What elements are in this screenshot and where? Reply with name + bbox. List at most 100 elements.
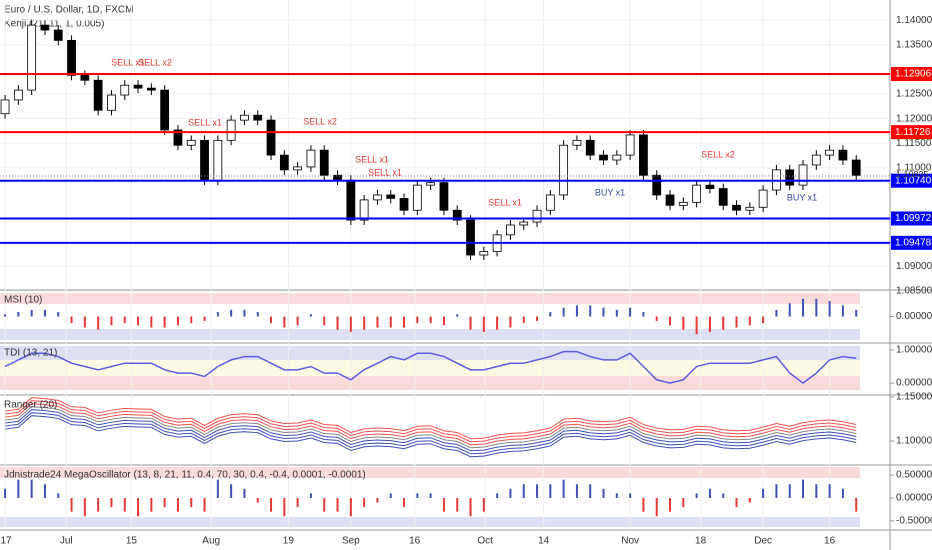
histogram-bar — [4, 488, 7, 498]
ranger-line — [4, 403, 857, 446]
histogram-bar — [815, 484, 818, 498]
candle-body — [758, 189, 768, 208]
histogram-bar — [163, 316, 166, 328]
candle-body — [599, 154, 608, 161]
histogram-bar — [469, 316, 472, 330]
histogram-bar — [110, 497, 113, 508]
x-tick-label: 16 — [409, 536, 421, 547]
histogram-bar — [70, 497, 73, 512]
ranger-line — [4, 397, 857, 440]
histogram-bar — [216, 479, 219, 498]
histogram-bar — [57, 493, 60, 498]
y-tick-label: 1.13500 — [896, 39, 932, 50]
y-tick-label: 0.00000 — [896, 378, 932, 389]
histogram-bar — [376, 316, 379, 328]
candle-body — [213, 139, 223, 181]
histogram-bar — [828, 301, 831, 317]
histogram-bar — [629, 493, 632, 498]
histogram-bar — [30, 479, 33, 498]
candle-body — [146, 87, 156, 91]
histogram-bar — [695, 316, 698, 335]
histogram-bar — [176, 316, 179, 326]
histogram-bar — [270, 316, 273, 324]
candle-body — [359, 199, 369, 221]
candle-body — [652, 174, 662, 196]
candle-body — [559, 144, 569, 196]
level-tag — [891, 125, 932, 140]
histogram-bar — [536, 484, 539, 498]
y-tick-label: 1.11000 — [896, 163, 932, 174]
histogram-bar — [389, 493, 392, 498]
msi-lower-band — [0, 329, 860, 340]
histogram-bar — [43, 309, 46, 317]
candle-body — [745, 206, 755, 211]
panel-title: Ranger (20) — [4, 400, 57, 411]
histogram-bar — [230, 484, 233, 498]
histogram-bar — [416, 316, 419, 324]
candle-body — [27, 24, 37, 91]
candle-body — [785, 169, 795, 186]
x-tick-label: 14 — [538, 536, 550, 547]
histogram-bar — [230, 309, 233, 317]
histogram-bar — [137, 316, 140, 326]
histogram-bar — [562, 307, 565, 317]
histogram-bar — [575, 484, 578, 498]
signal-label: BUY x1 — [787, 192, 817, 202]
candle-body — [200, 139, 209, 181]
histogram-bar — [256, 312, 259, 317]
histogram-bar — [549, 312, 552, 317]
histogram-bar — [841, 305, 844, 317]
candle-body — [67, 39, 76, 76]
histogram-bar — [655, 316, 658, 321]
histogram-bar — [841, 488, 844, 498]
histogram-bar — [748, 316, 751, 326]
histogram-bar — [243, 488, 246, 498]
candle-body — [319, 149, 329, 176]
histogram-bar — [469, 497, 472, 517]
x-tick-label: Aug — [202, 536, 220, 547]
histogram-bar — [296, 497, 299, 508]
candle-body — [692, 184, 702, 203]
histogram-bar — [363, 316, 366, 330]
histogram-bar — [123, 497, 126, 512]
histogram-bar — [482, 316, 485, 332]
histogram-bar — [549, 484, 552, 498]
histogram-bar — [775, 309, 778, 317]
histogram-bar — [762, 316, 765, 324]
histogram-bar — [176, 497, 179, 512]
histogram-bar — [4, 314, 7, 317]
histogram-bar — [642, 497, 645, 512]
y-tick-label: 1.14000 — [896, 15, 932, 26]
candle-body — [466, 219, 475, 256]
y-tick-label: 1.00000 — [896, 345, 932, 356]
histogram-bar — [522, 484, 525, 498]
candle-body — [426, 182, 436, 186]
y-tick-label: 1.09000 — [896, 261, 932, 272]
x-tick-label: Jul — [60, 536, 73, 547]
histogram-bar — [442, 497, 445, 512]
candle-body — [133, 84, 143, 89]
candle-body — [373, 194, 382, 201]
histogram-bar — [283, 497, 286, 517]
candle-body — [399, 198, 409, 211]
histogram-bar — [722, 493, 725, 498]
level-label: 1.11726 — [895, 127, 931, 138]
histogram-bar — [429, 316, 432, 324]
panel-title: MSI (10) — [4, 295, 42, 306]
candle-body — [306, 149, 316, 168]
histogram-bar — [150, 497, 153, 512]
histogram-bar — [216, 312, 219, 317]
candle-body — [120, 84, 130, 96]
histogram-bar — [323, 497, 326, 512]
histogram-bar — [682, 497, 685, 508]
histogram-bar — [669, 497, 672, 512]
x-tick-label: Sep — [342, 536, 360, 547]
panel-title: Jdnistrade24 MegaOscillator (13, 8, 21, … — [4, 470, 366, 481]
ranger-line — [4, 409, 857, 452]
level-tag — [891, 173, 932, 188]
histogram-bar — [190, 316, 193, 324]
candle-body — [585, 139, 595, 156]
histogram-bar — [802, 479, 805, 498]
y-tick-label: 0.50000 — [896, 470, 932, 481]
